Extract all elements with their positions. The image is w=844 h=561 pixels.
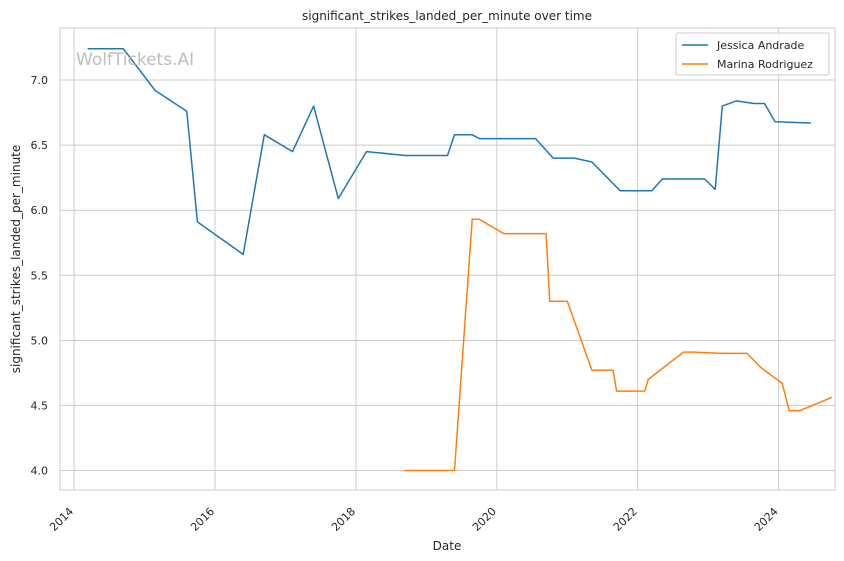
series-line-marina-rodriguez: [404, 218, 833, 472]
chart-title: significant_strikes_landed_per_minute ov…: [302, 9, 592, 23]
legend-label-jessica-andrade: Jessica Andrade: [716, 39, 805, 52]
y-tick-label: 6.0: [31, 204, 49, 217]
series-line-jessica-andrade: [87, 48, 812, 256]
y-tick-label: 4.5: [31, 399, 49, 412]
legend-label-marina-rodriguez: Marina Rodriguez: [717, 58, 813, 71]
y-tick-label: 7.0: [31, 74, 49, 87]
x-axis-label: Date: [433, 539, 462, 553]
watermark-text: WolfTickets.AI: [76, 50, 194, 70]
plot-frame: [59, 27, 836, 491]
plot-area: [60, 28, 835, 490]
y-tick-label: 6.5: [31, 139, 49, 152]
series-lines: [87, 48, 833, 472]
y-tick-label: 5.5: [31, 269, 49, 282]
legend-box: [675, 32, 830, 76]
y-tick-label: 5.0: [31, 334, 49, 347]
grid: [60, 28, 835, 490]
legend: Jessica Andrade Marina Rodriguez: [675, 32, 830, 76]
y-tick-label: 4.0: [31, 464, 49, 477]
y-axis-label: significant_strikes_landed_per_minute: [9, 145, 23, 374]
